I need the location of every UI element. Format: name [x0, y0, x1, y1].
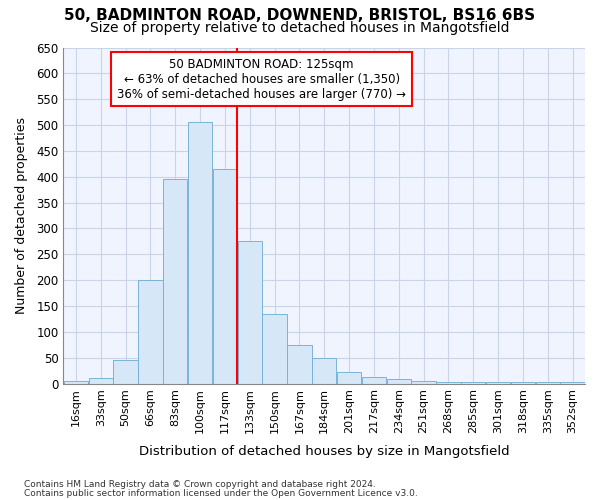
X-axis label: Distribution of detached houses by size in Mangotsfield: Distribution of detached houses by size …	[139, 444, 509, 458]
Bar	[238, 242, 262, 384]
Bar	[436, 382, 461, 384]
Bar	[262, 314, 287, 384]
Bar	[560, 382, 585, 384]
Bar	[461, 382, 485, 384]
Text: Size of property relative to detached houses in Mangotsfield: Size of property relative to detached ho…	[90, 21, 510, 35]
Bar	[188, 122, 212, 384]
Bar	[362, 378, 386, 384]
Text: 50 BADMINTON ROAD: 125sqm
← 63% of detached houses are smaller (1,350)
36% of se: 50 BADMINTON ROAD: 125sqm ← 63% of detac…	[117, 58, 406, 100]
Bar	[412, 381, 436, 384]
Bar	[89, 378, 113, 384]
Bar	[287, 345, 311, 384]
Bar	[486, 382, 510, 384]
Bar	[536, 382, 560, 384]
Bar	[312, 358, 337, 384]
Bar	[113, 360, 138, 384]
Bar	[138, 280, 163, 384]
Bar	[163, 180, 187, 384]
Text: 50, BADMINTON ROAD, DOWNEND, BRISTOL, BS16 6BS: 50, BADMINTON ROAD, DOWNEND, BRISTOL, BS…	[64, 8, 536, 22]
Y-axis label: Number of detached properties: Number of detached properties	[15, 117, 28, 314]
Bar	[511, 382, 535, 384]
Text: Contains HM Land Registry data © Crown copyright and database right 2024.: Contains HM Land Registry data © Crown c…	[24, 480, 376, 489]
Text: Contains public sector information licensed under the Open Government Licence v3: Contains public sector information licen…	[24, 488, 418, 498]
Bar	[337, 372, 361, 384]
Bar	[213, 169, 237, 384]
Bar	[386, 380, 411, 384]
Bar	[64, 381, 88, 384]
